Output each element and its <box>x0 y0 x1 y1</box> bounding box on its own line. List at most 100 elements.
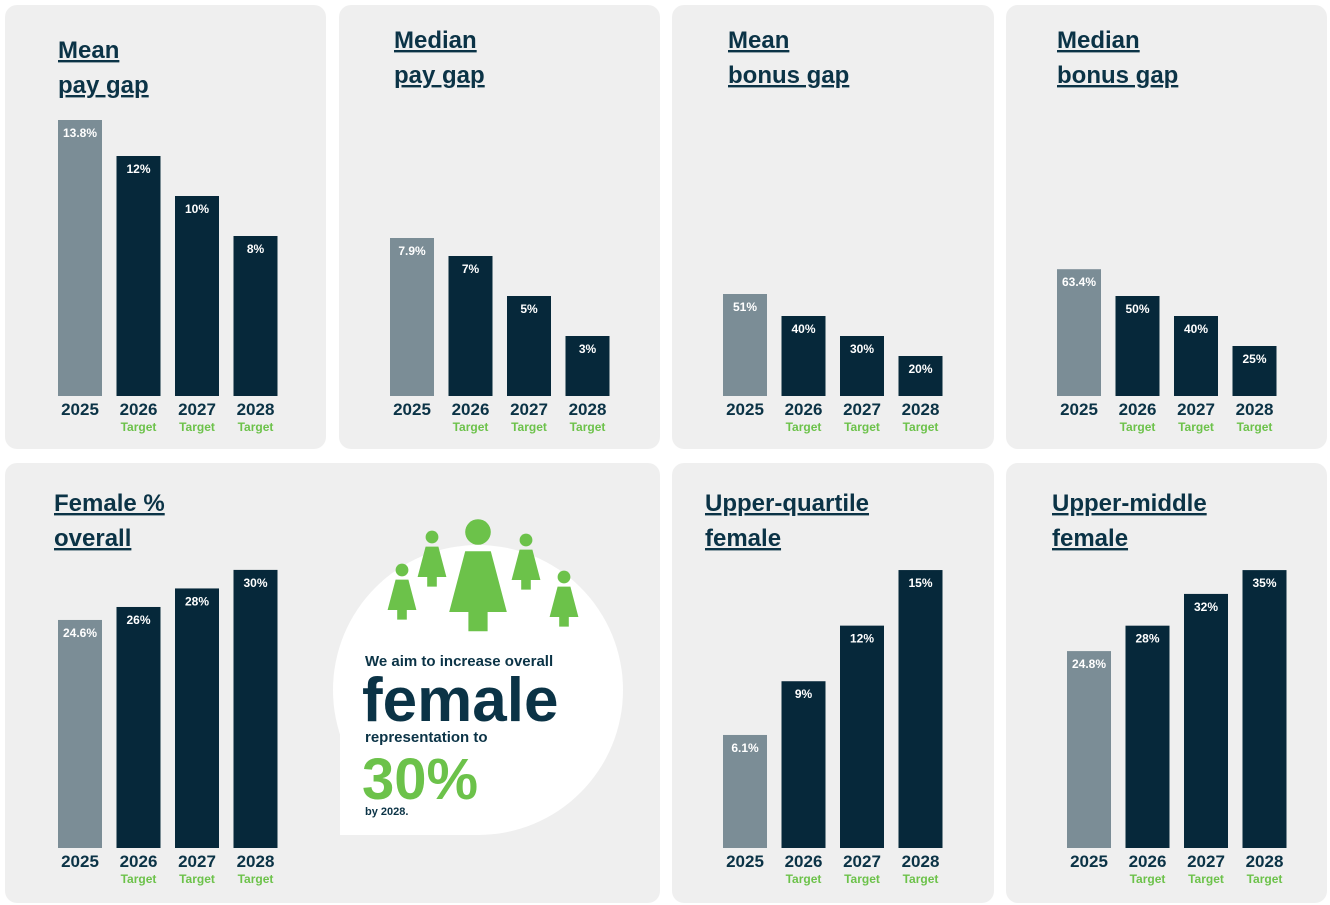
x-tick-label: 2025 <box>726 400 764 419</box>
chart-title: pay gap <box>58 72 149 99</box>
bar <box>175 196 219 396</box>
chart-title: Mean <box>58 37 119 64</box>
callout-target: 30% <box>362 747 478 812</box>
x-tick-label: 2027 <box>843 852 881 871</box>
x-tick-note: Target <box>786 420 822 434</box>
x-tick-note: Target <box>903 420 939 434</box>
x-tick-note: Target <box>511 420 547 434</box>
chart-title: Female % <box>54 490 165 517</box>
value-label: 12% <box>850 632 874 646</box>
x-tick-note: Target <box>1120 420 1156 434</box>
bar <box>233 236 278 396</box>
value-label: 25% <box>1242 352 1266 366</box>
panel <box>5 5 326 449</box>
value-label: 28% <box>1135 632 1159 646</box>
person-icon <box>387 563 417 620</box>
x-tick-label: 2026 <box>120 400 158 419</box>
x-tick-note: Target <box>453 420 489 434</box>
bar <box>58 120 102 396</box>
chart-title: Median <box>394 27 477 54</box>
chart-title: overall <box>54 525 131 552</box>
value-label: 24.8% <box>1072 657 1106 671</box>
value-label: 30% <box>243 576 267 590</box>
x-tick-note: Target <box>121 420 157 434</box>
value-label: 51% <box>733 300 757 314</box>
chart-title: bonus gap <box>1057 62 1178 89</box>
x-tick-label: 2027 <box>843 400 881 419</box>
x-tick-note: Target <box>903 872 939 886</box>
x-tick-label: 2027 <box>178 400 216 419</box>
bar <box>1242 570 1287 848</box>
bar <box>116 606 161 848</box>
x-tick-note: Target <box>570 420 606 434</box>
x-tick-label: 2027 <box>510 400 548 419</box>
x-tick-label: 2026 <box>120 852 158 871</box>
x-tick-note: Target <box>121 872 157 886</box>
x-tick-label: 2026 <box>1129 852 1167 871</box>
bar <box>723 294 767 396</box>
x-tick-label: 2028 <box>237 400 275 419</box>
bar <box>781 316 826 396</box>
chart-title: female <box>705 525 781 552</box>
x-tick-label: 2028 <box>902 852 940 871</box>
bar <box>565 336 610 396</box>
x-tick-note: Target <box>179 872 215 886</box>
x-tick-label: 2025 <box>61 400 99 419</box>
bar <box>1115 296 1160 396</box>
bar <box>390 238 434 396</box>
value-label: 9% <box>795 687 813 701</box>
x-tick-note: Target <box>1130 872 1166 886</box>
chart-title: Upper-quartile <box>705 490 869 517</box>
callout-middle: representation to <box>365 729 488 746</box>
chart-title: bonus gap <box>728 62 849 89</box>
x-tick-note: Target <box>844 872 880 886</box>
callout-deadline: by 2028. <box>365 806 408 818</box>
x-tick-note: Target <box>238 420 274 434</box>
value-label: 32% <box>1194 600 1218 614</box>
x-tick-note: Target <box>1178 420 1214 434</box>
value-label: 10% <box>185 202 209 216</box>
x-tick-label: 2027 <box>1187 852 1225 871</box>
value-label: 24.6% <box>63 626 97 640</box>
callout-intro: We aim to increase overall <box>365 653 553 670</box>
person-icon <box>417 530 447 587</box>
x-tick-label: 2026 <box>452 400 490 419</box>
x-tick-label: 2027 <box>178 852 216 871</box>
x-tick-label: 2028 <box>569 400 607 419</box>
bar <box>1125 625 1170 848</box>
value-label: 35% <box>1252 576 1276 590</box>
chart-title: female <box>1052 525 1128 552</box>
person-icon <box>549 570 579 627</box>
value-label: 26% <box>126 613 150 627</box>
value-label: 3% <box>579 342 597 356</box>
x-tick-label: 2026 <box>785 852 823 871</box>
value-label: 20% <box>908 362 932 376</box>
value-label: 13.8% <box>63 126 97 140</box>
value-label: 30% <box>850 342 874 356</box>
x-tick-note: Target <box>1237 420 1273 434</box>
bar <box>233 569 278 848</box>
x-tick-note: Target <box>1188 872 1224 886</box>
panel <box>339 5 660 449</box>
person-icon <box>511 533 541 590</box>
bar <box>175 588 219 848</box>
x-tick-label: 2028 <box>237 852 275 871</box>
bar <box>781 681 826 848</box>
x-tick-label: 2025 <box>1070 852 1108 871</box>
chart-title: Upper-middle <box>1052 490 1207 517</box>
value-label: 28% <box>185 594 209 608</box>
value-label: 8% <box>247 242 265 256</box>
x-tick-note: Target <box>844 420 880 434</box>
x-tick-label: 2026 <box>1119 400 1157 419</box>
callout-highlight: female <box>362 666 558 735</box>
value-label: 63.4% <box>1062 275 1096 289</box>
value-label: 6.1% <box>731 741 759 755</box>
bar <box>840 336 884 396</box>
value-label: 12% <box>126 162 150 176</box>
x-tick-note: Target <box>1247 872 1283 886</box>
x-tick-note: Target <box>238 872 274 886</box>
bar <box>898 570 943 848</box>
x-tick-label: 2028 <box>1246 852 1284 871</box>
value-label: 40% <box>1184 322 1208 336</box>
